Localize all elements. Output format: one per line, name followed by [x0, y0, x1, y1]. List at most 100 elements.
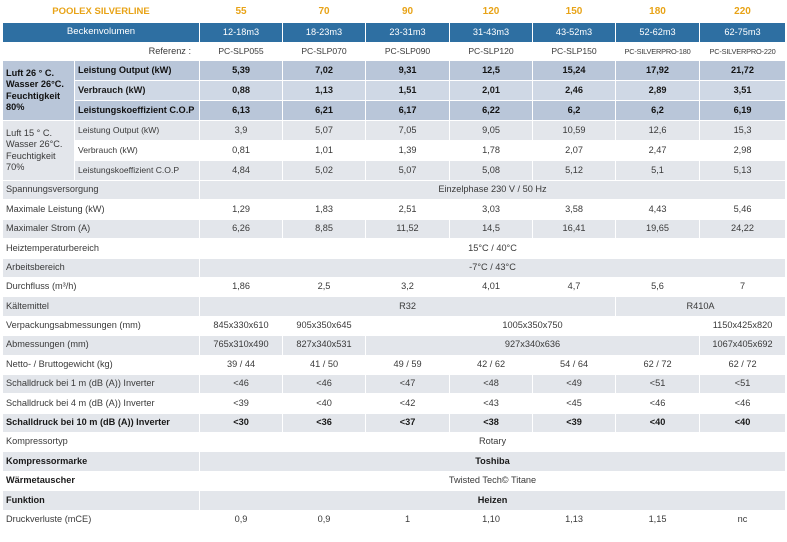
- cell: 1,83: [282, 199, 367, 220]
- cell: <43: [449, 393, 534, 414]
- cell: 6,26: [199, 218, 284, 240]
- cell: 1,39: [365, 140, 451, 161]
- cell: Toshiba: [199, 451, 787, 472]
- model-header-row: POOLEX SILVERLINE 55 70 90 120 150 180 2…: [1, 1, 787, 23]
- power-supply-row: Spannungsversorgung Einzelphase 230 V / …: [1, 179, 787, 201]
- cell: 10,59: [532, 120, 617, 141]
- cell: <30: [199, 412, 284, 434]
- sound-4m-row: Schalldruck bei 4 m (dB (A)) Inverter <3…: [1, 393, 787, 414]
- cell: 765x310x490: [199, 335, 284, 356]
- cell: 6,21: [282, 100, 367, 121]
- cell: 1005x350x750: [365, 315, 701, 337]
- cell: 1,10: [449, 509, 534, 531]
- cond1-cop-row: Leistungskoeffizient C.O.P 6,13 6,21 6,1…: [3, 100, 787, 121]
- sound-10m-row: Schalldruck bei 10 m (dB (A)) Inverter <…: [1, 412, 787, 434]
- row-label: Arbeitsbereich: [1, 257, 201, 278]
- cond2-consumption-row: Verbrauch (kW) 0,81 1,01 1,39 1,78 2,07 …: [3, 140, 787, 161]
- row-label: Leistungskoeffizient C.O.P: [73, 160, 201, 181]
- compressor-brand-row: Kompressormarke Toshiba: [1, 451, 787, 472]
- row-label: Spannungsversorgung: [1, 179, 201, 201]
- operating-range-row: Arbeitsbereich -7°C / 43°C: [1, 257, 787, 278]
- cell: <46: [282, 373, 367, 395]
- cell: 1,15: [615, 509, 701, 531]
- cell: 1,13: [532, 509, 617, 531]
- cell: 5,1: [615, 160, 701, 181]
- cell: 12,6: [615, 120, 701, 141]
- cell: <48: [449, 373, 534, 395]
- brand-title: POOLEX SILVERLINE: [1, 1, 201, 23]
- reference-value: PC-SLP150: [532, 42, 617, 61]
- cell: <40: [699, 412, 787, 434]
- cond2-cop-row: Leistungskoeffizient C.O.P 4,84 5,02 5,0…: [3, 160, 787, 181]
- cond1-label-line: Luft 26 ° C.: [6, 67, 55, 78]
- row-label: Abmessungen (mm): [1, 335, 201, 356]
- cond2-output-row: Luft 15 ° C. Wasser 26°C. Feuchtigkeit 7…: [2, 120, 787, 181]
- cell: <36: [282, 412, 367, 434]
- reference-value: PC-SILVERPRO-220: [699, 42, 787, 61]
- reference-value: PC-SLP055: [199, 42, 284, 61]
- cell: 0,9: [199, 509, 284, 531]
- model-70: 70: [282, 1, 367, 23]
- cell: 2,5: [282, 276, 367, 298]
- cell: 1,29: [199, 199, 284, 220]
- volume-value: 62-75m3: [699, 22, 787, 43]
- cell: <45: [532, 393, 617, 414]
- reference-value: PC-SLP090: [365, 42, 451, 61]
- volume-label: Beckenvolumen: [1, 22, 201, 43]
- cell: Einzelphase 230 V / 50 Hz: [199, 179, 787, 201]
- cell: 17,92: [615, 60, 701, 81]
- reference-value: PC-SLP120: [449, 42, 534, 61]
- cond1-output-row: Luft 26 ° C. Wasser 26°C. Feuchtigkeit 8…: [2, 60, 787, 121]
- reference-value: PC-SILVERPRO-180: [615, 42, 701, 61]
- cell: 39 / 44: [199, 354, 284, 375]
- cell: 5,46: [699, 199, 787, 220]
- row-label: Schalldruck bei 10 m (dB (A)) Inverter: [1, 412, 201, 434]
- cell: 1067x405x692: [699, 335, 787, 356]
- cell: 5,07: [282, 120, 367, 141]
- cell: <46: [615, 393, 701, 414]
- cell: R410A: [615, 296, 787, 317]
- heat-exchanger-row: Wärmetauscher Twisted Tech© Titane: [1, 470, 787, 492]
- cell: R32: [199, 296, 617, 317]
- cell: 2,07: [532, 140, 617, 161]
- cell: 7: [699, 276, 787, 298]
- model-220: 220: [699, 1, 787, 23]
- cell: <39: [199, 393, 284, 414]
- weight-row: Netto- / Bruttogewicht (kg) 39 / 44 41 /…: [1, 354, 787, 375]
- volume-value: 52-62m3: [615, 22, 701, 43]
- cell: <37: [365, 412, 451, 434]
- reference-label: Referenz :: [1, 42, 201, 61]
- cell: 1,13: [282, 80, 367, 101]
- cond2-label: Luft 15 ° C. Wasser 26°C. Feuchtigkeit 7…: [2, 120, 75, 181]
- volume-value: 18-23m3: [282, 22, 367, 43]
- cell: 5,08: [449, 160, 534, 181]
- cell: -7°C / 43°C: [199, 257, 787, 278]
- cell: 6,13: [199, 100, 284, 121]
- cond1-consumption-row: Verbrauch (kW) 0,88 1,13 1,51 2,01 2,46 …: [3, 80, 787, 101]
- cond2-label-line: Feuchtigkeit: [6, 150, 56, 161]
- refrigerant-row: Kältemittel R32 R410A: [1, 296, 787, 317]
- cell: 4,43: [615, 199, 701, 220]
- cell: nc: [699, 509, 787, 531]
- cell: 9,05: [449, 120, 534, 141]
- row-label: Leistungskoeffizient C.O.P: [73, 100, 201, 121]
- cell: <38: [449, 412, 534, 434]
- cell: 845x330x610: [199, 315, 284, 337]
- cell: 1,01: [282, 140, 367, 161]
- cell: <40: [615, 412, 701, 434]
- cell: 2,46: [532, 80, 617, 101]
- cell: 12,5: [449, 60, 534, 81]
- cell: 16,41: [532, 218, 617, 240]
- cell: 7,02: [282, 60, 367, 81]
- cell: 6,19: [699, 100, 787, 121]
- compressor-type-row: Kompressortyp Rotary: [1, 432, 787, 453]
- cond1-label-line: Wasser 26°C.: [6, 79, 64, 89]
- row-label: Schalldruck bei 4 m (dB (A)) Inverter: [1, 393, 201, 414]
- volume-row: Beckenvolumen 12-18m3 18-23m3 23-31m3 31…: [1, 22, 787, 43]
- cell: 1,51: [365, 80, 451, 101]
- cell: 8,85: [282, 218, 367, 240]
- spec-table: POOLEX SILVERLINE 55 70 90 120 150 180 2…: [1, 1, 787, 531]
- max-current-row: Maximaler Strom (A) 6,26 8,85 11,52 14,5…: [1, 218, 787, 240]
- cond2-label-line: Luft 15 ° C.: [6, 127, 53, 138]
- max-power-row: Maximale Leistung (kW) 1,29 1,83 2,51 3,…: [1, 199, 787, 220]
